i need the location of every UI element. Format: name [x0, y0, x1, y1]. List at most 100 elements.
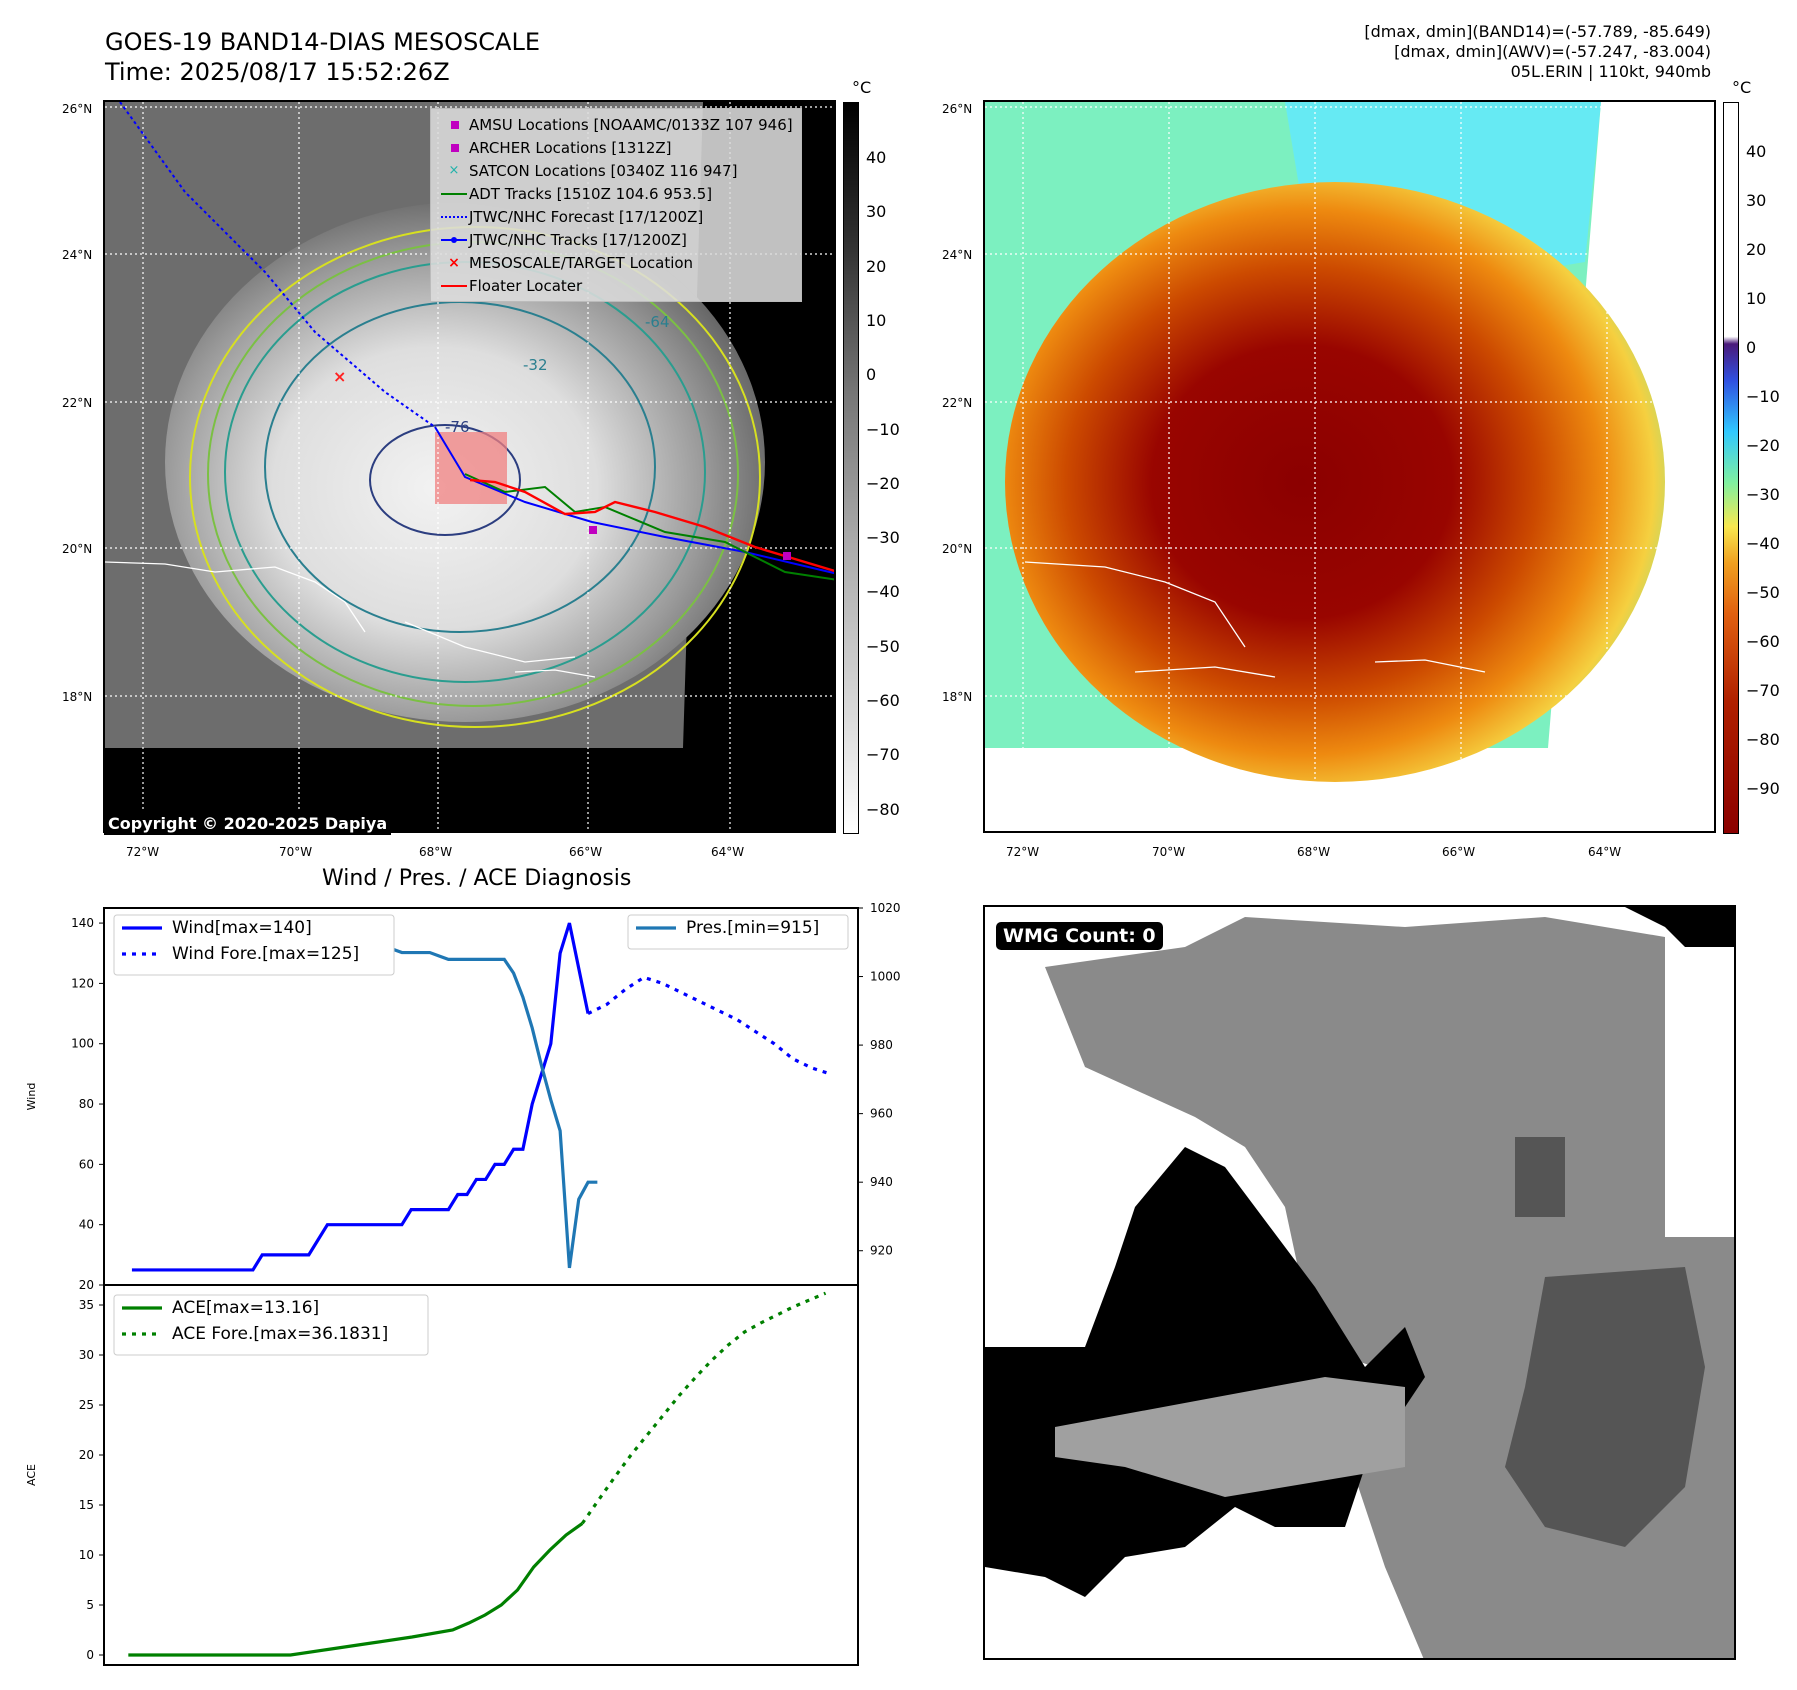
aceChart-legend-label-1: ACE Fore.[max=36.1831] [172, 1324, 388, 1344]
forecast-track [119, 102, 436, 428]
lat-label-p2-3: 20°N [942, 542, 973, 556]
figure-title: GOES-19 BAND14-DIAS MESOSCALE [105, 28, 541, 56]
contour-label-64: -64 [645, 313, 670, 331]
windChart-legend-label-0: Wind[max=140] [172, 918, 312, 938]
windChart-series-2 [131, 930, 598, 1269]
gray-colorbar-tick-1: 30 [866, 202, 887, 222]
aceChart-series-0 [128, 1522, 584, 1657]
wmg-lightgray-band [1055, 1377, 1405, 1497]
color-colorbar-tick-13: −90 [1746, 779, 1780, 798]
wmg-black-region [985, 1147, 1425, 1597]
aceChart-ytick-label-3: 15 [79, 1498, 94, 1512]
contour-core [369, 424, 521, 536]
gray-colorbar [843, 102, 859, 834]
copyright-badge: Copyright © 2020-2025 Dapiya [104, 812, 392, 835]
aceChart-legend-0: ACE[max=13.16] ACE Fore.[max=36.1831] [113, 1294, 429, 1356]
gray-colorbar-tick-5: −10 [866, 419, 900, 439]
awv-map-panel [983, 100, 1716, 833]
lon-label-p2-2: 68°W [1297, 845, 1331, 859]
lon-label-p1-0: 72°W [126, 845, 160, 859]
windChart-ytick-label-0: 20 [79, 1278, 94, 1290]
contour-blue-teal [264, 301, 656, 633]
gray-colorbar-tick-2: 20 [866, 256, 887, 276]
color-colorbar-tick-3: 10 [1746, 289, 1767, 308]
lat-label-p2-1: 24°N [942, 248, 973, 262]
lon-label-p2-1: 70°W [1152, 845, 1186, 859]
windChart-ytick-label-6: 140 [71, 916, 94, 930]
gray-colorbar-tick-11: −70 [866, 745, 900, 765]
gray-colorbar-tick-10: −60 [866, 691, 900, 710]
gray-colorbar-tick-3: 10 [866, 310, 887, 330]
lon-label-p1-3: 66°W [569, 845, 603, 859]
lon-label-p2-0: 72°W [1006, 845, 1040, 859]
legend-tracks: JTWC/NHC Tracks [17/1200Z] [439, 228, 793, 251]
wmg-count-badge: WMG Count: 0 [996, 922, 1163, 950]
aceChart-ytick-label-7: 35 [79, 1298, 94, 1312]
windChart-series-0 [131, 922, 590, 1272]
windChart-ytick-label-3: 80 [79, 1097, 94, 1111]
color-colorbar-tick-11: −70 [1746, 681, 1780, 700]
lon-label-p1-4: 64°W [711, 845, 745, 859]
legend-forecast: JTWC/NHC Forecast [17/1200Z] [439, 205, 793, 228]
aceChart-ytick-label-0: 0 [86, 1648, 94, 1662]
windChart-ytick-label-5: 120 [71, 976, 94, 990]
aceChart-legend-label-0: ACE[max=13.16] [172, 1298, 319, 1318]
legend-target: × MESOSCALE/TARGET Location [448, 253, 694, 272]
color-colorbar-tick-0: 40 [1746, 142, 1767, 161]
lon-label-p2-3: 66°W [1442, 845, 1476, 859]
wind-pressure-chart: 20 40 60 80 100 120 140 920 940 960 980 1000 1020 Win… [25, 901, 900, 1290]
floater-track [469, 478, 834, 573]
gray-colorbar-unit: °C [852, 78, 872, 97]
color-colorbar-tick-6: −20 [1746, 436, 1780, 455]
aceChart-ytick-label-6: 30 [79, 1348, 94, 1362]
gray-colorbar-tick-0: 40 [866, 148, 887, 167]
windChart-legend-label-1: Wind Fore.[max=125] [172, 944, 359, 964]
target-marker: × [333, 367, 346, 386]
lat-label-p1-4: 18°N [62, 690, 93, 704]
color-colorbar-tick-8: −40 [1746, 534, 1780, 553]
aceChart-ytick-label-5: 25 [79, 1398, 94, 1412]
color-colorbar-unit: °C [1732, 78, 1752, 97]
legend-amsu: AMSU Locations [NOAAMC/0133Z 107 946] [439, 113, 793, 136]
windChart-ytick-label-2: 60 [79, 1157, 94, 1171]
windChart-ytick-right-label-3: 980 [870, 1038, 893, 1052]
windChart-ylabel: Wind [25, 1083, 38, 1111]
wmg-panel [983, 905, 1736, 1660]
lat-label-p1-1: 24°N [62, 248, 93, 262]
wmg-darkgray-2 [1505, 1267, 1705, 1547]
dmax-band14: [dmax, dmin](BAND14)=(-57.789, -85.649) [1364, 22, 1711, 41]
color-colorbar-tick-7: −30 [1746, 485, 1780, 504]
windChart-ytick-label-1: 40 [79, 1218, 94, 1232]
windChart-legend-1: Pres.[min=915] [627, 914, 849, 950]
color-colorbar-tick-10: −60 [1746, 632, 1780, 651]
gray-colorbar-tick-9: −50 [866, 636, 900, 656]
diag-title: Wind / Pres. / ACE Diagnosis [322, 866, 632, 891]
legend-satcon: × SATCON Locations [0340Z 116 947] [448, 161, 738, 180]
windChart-series-1 [587, 975, 831, 1076]
aceChart-ytick-label-1: 5 [86, 1598, 94, 1612]
color-colorbar-tick-2: 20 [1746, 240, 1767, 259]
windChart-ytick-right-label-4: 1000 [870, 970, 900, 984]
coastline-hispaniola [105, 561, 576, 663]
color-colorbar [1723, 102, 1739, 834]
awv-coastline-hispaniola [1024, 561, 1276, 678]
gray-colorbar-tick-4: 0 [866, 365, 877, 385]
gray-colorbar-tick-7: −30 [866, 528, 900, 548]
storm-info: 05L.ERIN | 110kt, 940mb [1510, 62, 1711, 81]
lon-label-p2-4: 64°W [1588, 845, 1622, 859]
aceChart-series-1 [581, 1291, 827, 1525]
lon-label-p1-2: 68°W [419, 845, 453, 859]
lat-label-p2-2: 22°N [942, 396, 973, 410]
windChart-ytick-right-label-2: 960 [870, 1107, 893, 1121]
map-legend: AMSU Locations [NOAAMC/0133Z 107 946] AR… [430, 108, 802, 302]
awv-coastline-puertorico [1374, 659, 1486, 673]
ir-map-panel: × -64 -32 -76 AMSU Locations [NOAAMC/013… [103, 100, 836, 833]
windChart-ytick-right-label-1: 940 [870, 1175, 893, 1189]
lat-label-p2-4: 18°N [942, 690, 973, 704]
aceChart-ylabel: ACE [25, 1464, 38, 1486]
windChart-ytick-right-label-0: 920 [870, 1244, 893, 1258]
windChart-ytick-label-4: 100 [71, 1037, 94, 1051]
windChart-legend-label-2: Pres.[min=915] [686, 918, 819, 938]
gray-colorbar-tick-6: −20 [866, 473, 900, 493]
legend-archer: ARCHER Locations [1312Z] [439, 136, 793, 159]
